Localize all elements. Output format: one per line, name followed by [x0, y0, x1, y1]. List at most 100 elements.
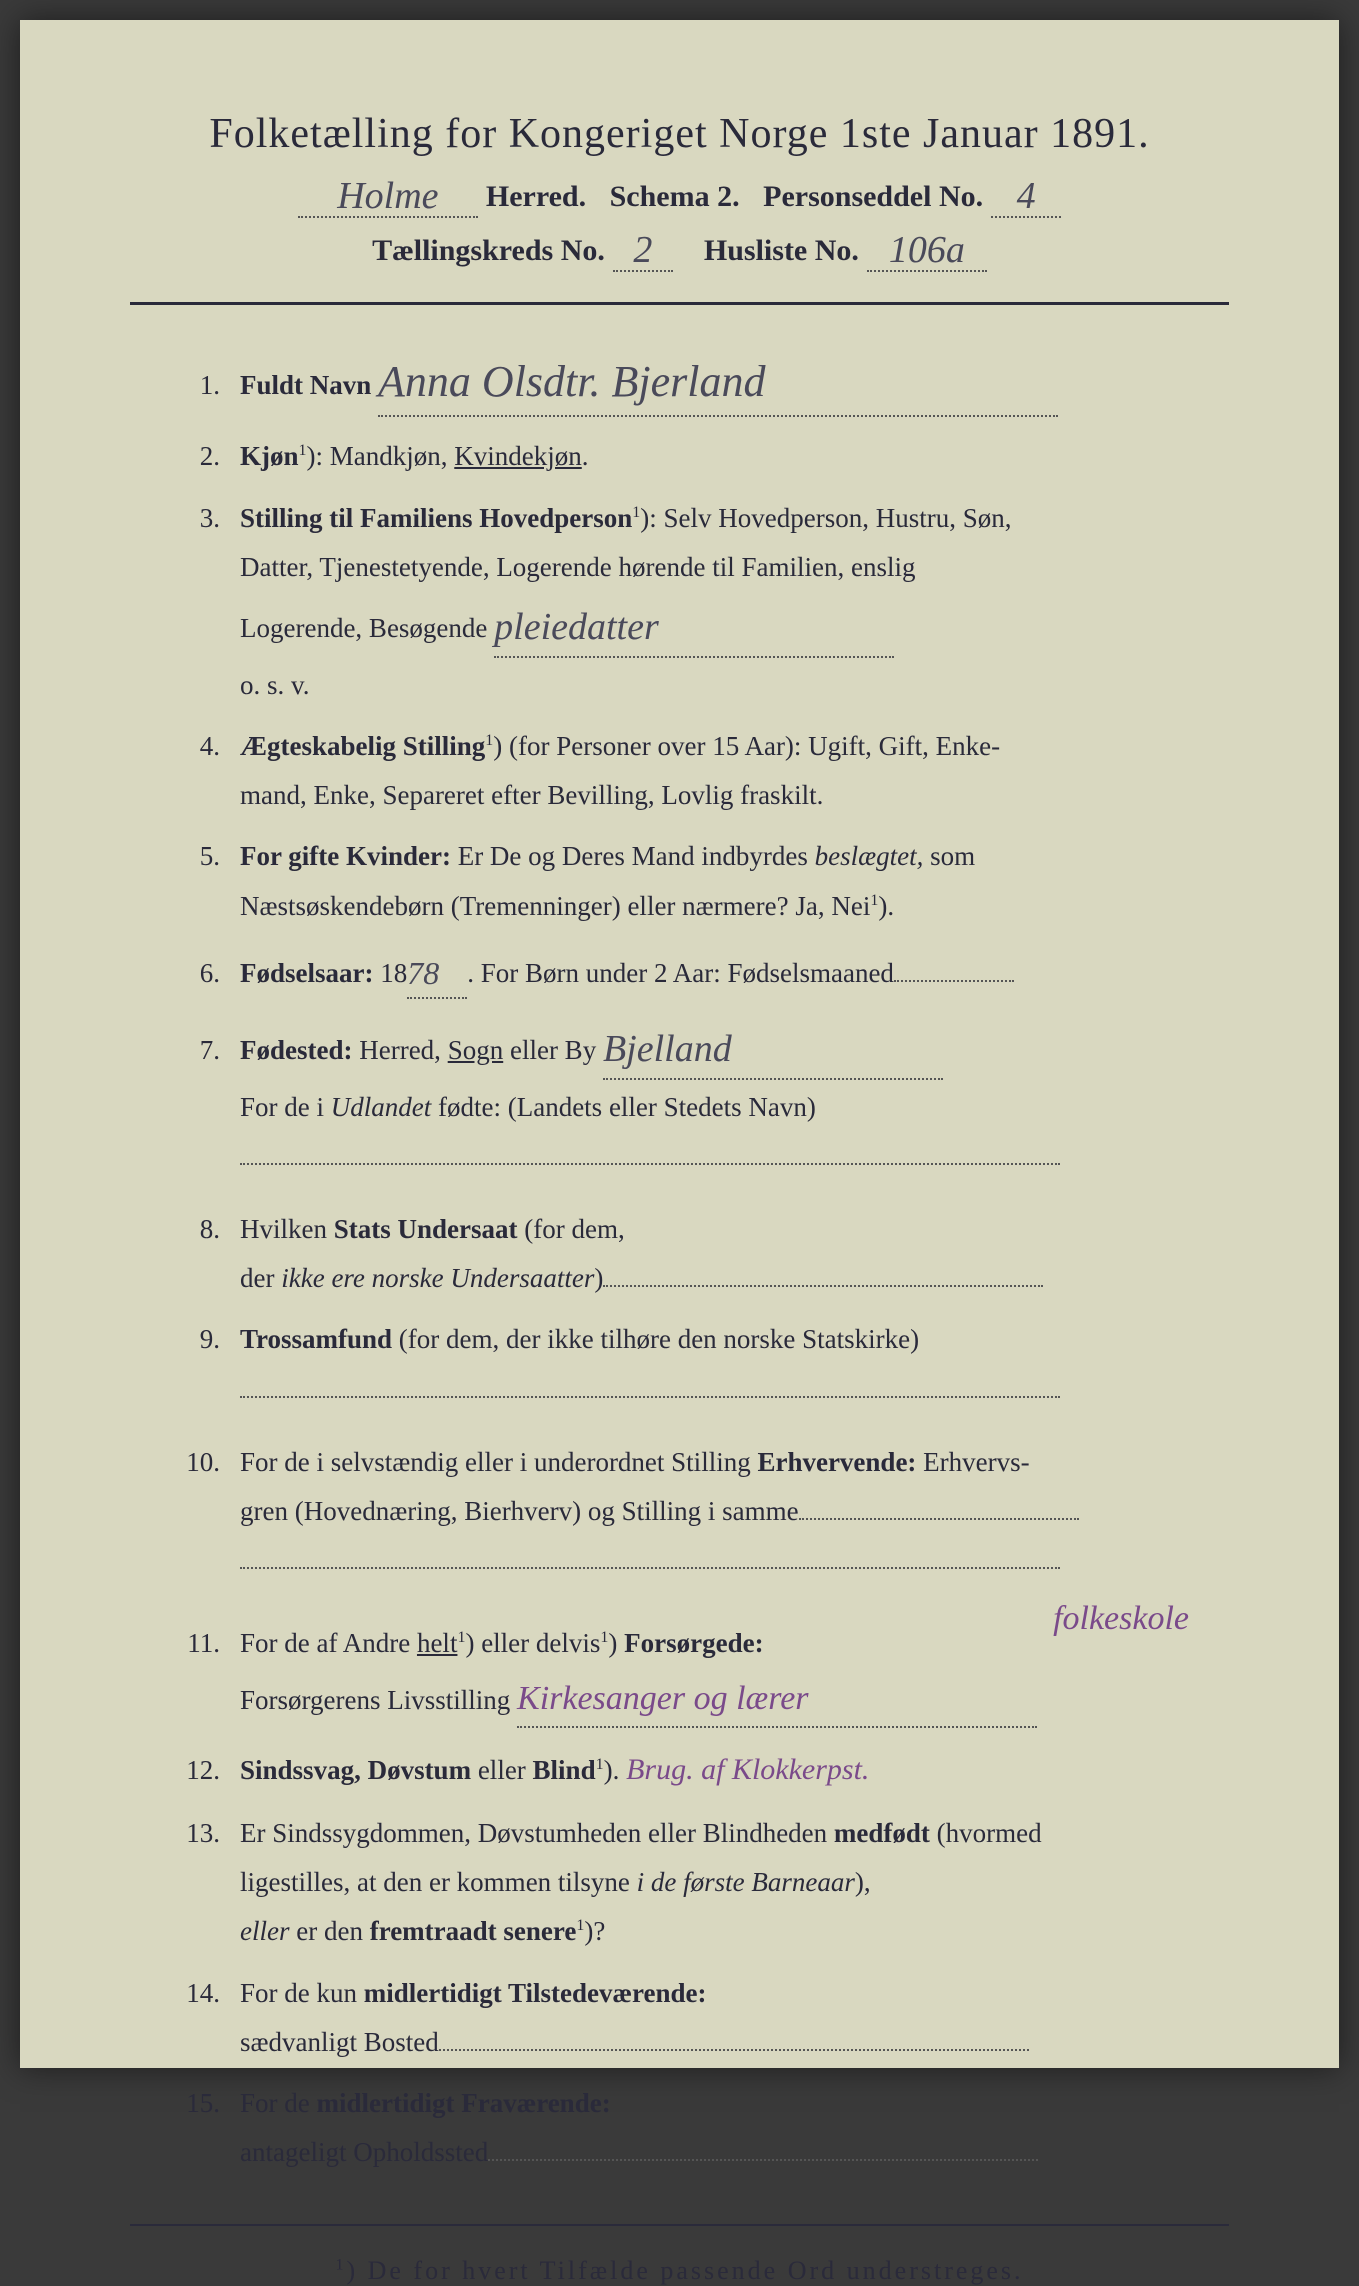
- form-title: Folketælling for Kongeriget Norge 1ste J…: [130, 110, 1229, 158]
- field-2: 2. Kjøn1): Mandkjøn, Kvindekjøn.: [180, 435, 1199, 478]
- provider-extra-value: folkeskole: [1053, 1592, 1189, 1646]
- kreds-value: 2: [633, 229, 652, 271]
- husliste-label: Husliste No.: [704, 234, 859, 268]
- husliste-field: 106a: [867, 226, 987, 272]
- field-3: 3. Stilling til Familiens Hovedperson1):…: [180, 497, 1199, 540]
- field-content: Er Sindssygdommen, Døvstumheden eller Bl…: [240, 1812, 1199, 1855]
- herred-value: Holme: [337, 175, 438, 217]
- field-content: Fødselsaar: 1878. For Børn under 2 Aar: …: [240, 946, 1199, 999]
- field-label: Fuldt Navn: [240, 370, 371, 400]
- footnote: 1) De for hvert Tilfælde passende Ord un…: [130, 2256, 1229, 2286]
- residence-field: [439, 2049, 1029, 2051]
- text1: Er Sindssygdommen, Døvstumheden eller Bl…: [240, 1818, 834, 1848]
- footnote-text: ) De for hvert Tilfælde passende Ord und…: [346, 2256, 1023, 2285]
- text-a: ligestilles, at den er kommen tilsyne: [240, 1867, 637, 1897]
- field-num: 8.: [180, 1208, 240, 1251]
- field-label: Stilling til Familiens Hovedperson: [240, 503, 632, 533]
- field-content: For de kun midlertidigt Tilstedeværende:: [240, 1972, 1199, 2015]
- personseddel-field: 4: [991, 172, 1061, 218]
- field-content: For de i selvstændig eller i underordnet…: [240, 1441, 1199, 1484]
- field-1: 1. Fuldt Navn Anna Olsdtr. Bjerland: [180, 345, 1199, 417]
- text: Er De og Deres Mand indbyrdes: [451, 841, 815, 871]
- field-label: Forsørgede:: [624, 1628, 763, 1658]
- text2: som: [923, 841, 975, 871]
- field-6: 6. Fødselsaar: 1878. For Børn under 2 Aa…: [180, 946, 1199, 999]
- field-label: Trossamfund: [240, 1324, 392, 1354]
- text-c: ),: [855, 1867, 871, 1897]
- field-num: 15.: [180, 2082, 240, 2125]
- field-5-line2: Næstsøskendebørn (Tremenninger) eller næ…: [240, 885, 1199, 928]
- field-num: 5.: [180, 835, 240, 878]
- text-b: er den: [289, 1916, 369, 1946]
- field-label: midlertidigt Fraværende:: [317, 2088, 611, 2118]
- underlined: Kvindekjøn: [454, 441, 582, 471]
- relation-value: pleiedatter: [494, 606, 659, 648]
- tail: ).: [878, 891, 894, 921]
- field-content: For gifte Kvinder: Er De og Deres Mand i…: [240, 835, 1199, 878]
- text-a: der: [240, 1263, 281, 1293]
- text-c: fødte: (Landets eller Stedets Navn): [431, 1092, 816, 1122]
- field-7-line2: For de i Udlandet fødte: (Landets eller …: [240, 1086, 1199, 1129]
- sup: 1: [596, 1756, 604, 1773]
- text-b: Udlandet: [331, 1092, 432, 1122]
- form-body: 1. Fuldt Navn Anna Olsdtr. Bjerland 2. K…: [130, 345, 1229, 2174]
- schema-label: Schema 2.: [610, 180, 740, 214]
- field-11: 11. For de af Andre helt1) eller delvis1…: [180, 1622, 1199, 1665]
- field-10-line2: gren (Hovednæring, Bierhverv) og Stillin…: [240, 1490, 1199, 1533]
- field-14-line2: sædvanligt Bosted: [240, 2021, 1199, 2064]
- name-field: Anna Olsdtr. Bjerland: [378, 345, 1058, 417]
- text2: Erhvervs-: [916, 1447, 1029, 1477]
- field-9-line2: [240, 1368, 1199, 1411]
- birthplace-value: Bjelland: [603, 1028, 732, 1070]
- text-d: )?: [584, 1916, 605, 1946]
- field-3-line4: o. s. v.: [240, 664, 1199, 707]
- field-content: For de af Andre helt1) eller delvis1) Fo…: [240, 1622, 1199, 1665]
- text: eller: [471, 1755, 532, 1785]
- text2: (hvormed: [930, 1818, 1042, 1848]
- sup: 1: [299, 442, 307, 459]
- field-3-line3: Logerende, Besøgende pleiedatter: [240, 595, 1199, 658]
- subheader-line1: Holme Herred. Schema 2. Personseddel No.…: [130, 172, 1229, 218]
- text: gren (Hovednæring, Bierhverv) og Stillin…: [240, 1496, 799, 1526]
- text-c: fremtraadt senere: [370, 1916, 577, 1946]
- citizenship-field: [603, 1285, 1043, 1287]
- year-value: 78: [407, 955, 439, 991]
- subheader-line2: Tællingskreds No. 2 Husliste No. 106a: [130, 226, 1229, 272]
- underlined: Sogn: [448, 1035, 504, 1065]
- field-13-line2: ligestilles, at den er kommen tilsyne i …: [240, 1861, 1199, 1904]
- field-5: 5. For gifte Kvinder: Er De og Deres Man…: [180, 835, 1199, 878]
- field-num: 14.: [180, 1972, 240, 2015]
- field-label: midlertidigt Tilstedeværende:: [364, 1978, 707, 2008]
- text3: ): [608, 1628, 624, 1658]
- tail: .: [582, 441, 589, 471]
- text: antageligt Opholdssted: [240, 2137, 488, 2167]
- personseddel-value: 4: [1017, 175, 1036, 217]
- field-content: Fødested: Herred, Sogn eller By Bjelland: [240, 1017, 1199, 1080]
- field-content: Trossamfund (for dem, der ikke tilhøre d…: [240, 1318, 1199, 1361]
- field-content: Sindssvag, Døvstum eller Blind1). Brug. …: [240, 1746, 1199, 1794]
- text: Herred,: [352, 1035, 447, 1065]
- text1: For de: [240, 2088, 317, 2118]
- field-13: 13. Er Sindssygdommen, Døvstumheden elle…: [180, 1812, 1199, 1855]
- field-label2: Blind: [533, 1755, 596, 1785]
- field-num: 6.: [180, 952, 240, 995]
- relation-field: pleiedatter: [494, 595, 894, 658]
- text-b: ikke ere norske Undersaatter: [281, 1263, 594, 1293]
- year-field: 78: [407, 946, 467, 999]
- tail: ): Selv Hovedperson, Hustru, Søn,: [640, 503, 1011, 533]
- field-15: 15. For de midlertidigt Fraværende:: [180, 2082, 1199, 2125]
- top-divider: [130, 302, 1229, 305]
- field-10-line3: [240, 1539, 1199, 1582]
- occupation-field-2: [240, 1567, 1060, 1569]
- field-10: 10. For de i selvstændig eller i underor…: [180, 1441, 1199, 1484]
- field-12: 12. Sindssvag, Døvstum eller Blind1). Br…: [180, 1746, 1199, 1794]
- text1: Hvilken: [240, 1214, 334, 1244]
- field-content: Ægteskabelig Stilling1) (for Personer ov…: [240, 725, 1199, 768]
- form-header: Folketælling for Kongeriget Norge 1ste J…: [130, 110, 1229, 272]
- personseddel-label: Personseddel No.: [763, 180, 983, 214]
- field-num: 13.: [180, 1812, 240, 1855]
- field-15-line2: antageligt Opholdssted: [240, 2131, 1199, 2174]
- herred-field: Holme: [298, 172, 478, 218]
- field-num: 2.: [180, 435, 240, 478]
- text1: For de i selvstændig eller i underordnet…: [240, 1447, 757, 1477]
